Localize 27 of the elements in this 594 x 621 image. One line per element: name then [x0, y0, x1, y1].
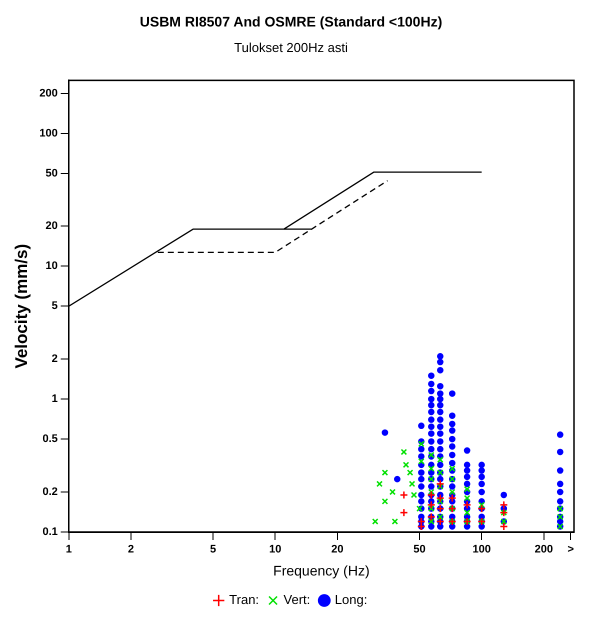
- y-axis-title: Velocity (mm/s): [12, 244, 31, 369]
- legend-label: Vert:: [284, 592, 310, 608]
- y-tick-label: 0.2: [42, 486, 58, 498]
- y-tick-label: 100: [39, 127, 58, 140]
- y-tick-label: 200: [39, 87, 58, 100]
- x-tick-label: 20: [331, 544, 344, 556]
- y-tick-label: 20: [46, 220, 58, 232]
- y-tick-label: 2: [52, 353, 58, 366]
- x-tick-label: 10: [269, 544, 282, 556]
- legend-label: Long:: [334, 592, 368, 608]
- y-tick-label: 0.5: [42, 433, 58, 446]
- y-tick-label: 0.1: [42, 526, 58, 538]
- x-tick-label: 200: [534, 544, 554, 556]
- y-tick-label: 10: [46, 260, 58, 272]
- y-tick-label: 5: [52, 300, 58, 312]
- x-tick-label: >: [568, 544, 574, 556]
- y-tick-label: 1: [52, 393, 58, 406]
- chart-title: USBM RI8507 And OSMRE (Standard <100Hz): [140, 13, 442, 30]
- x-tick-label: 5: [210, 544, 216, 556]
- y-tick-label: 50: [46, 167, 58, 180]
- legend-label: Tran:: [229, 592, 260, 608]
- x-tick-label: 2: [128, 544, 134, 556]
- chart-subtitle: Tulokset 200Hz asti: [234, 40, 348, 56]
- x-tick-label: 50: [413, 544, 426, 556]
- x-tick-label: 1: [66, 544, 72, 556]
- x-axis-title: Frequency (Hz): [273, 562, 370, 578]
- x-tick-label: 100: [472, 544, 491, 556]
